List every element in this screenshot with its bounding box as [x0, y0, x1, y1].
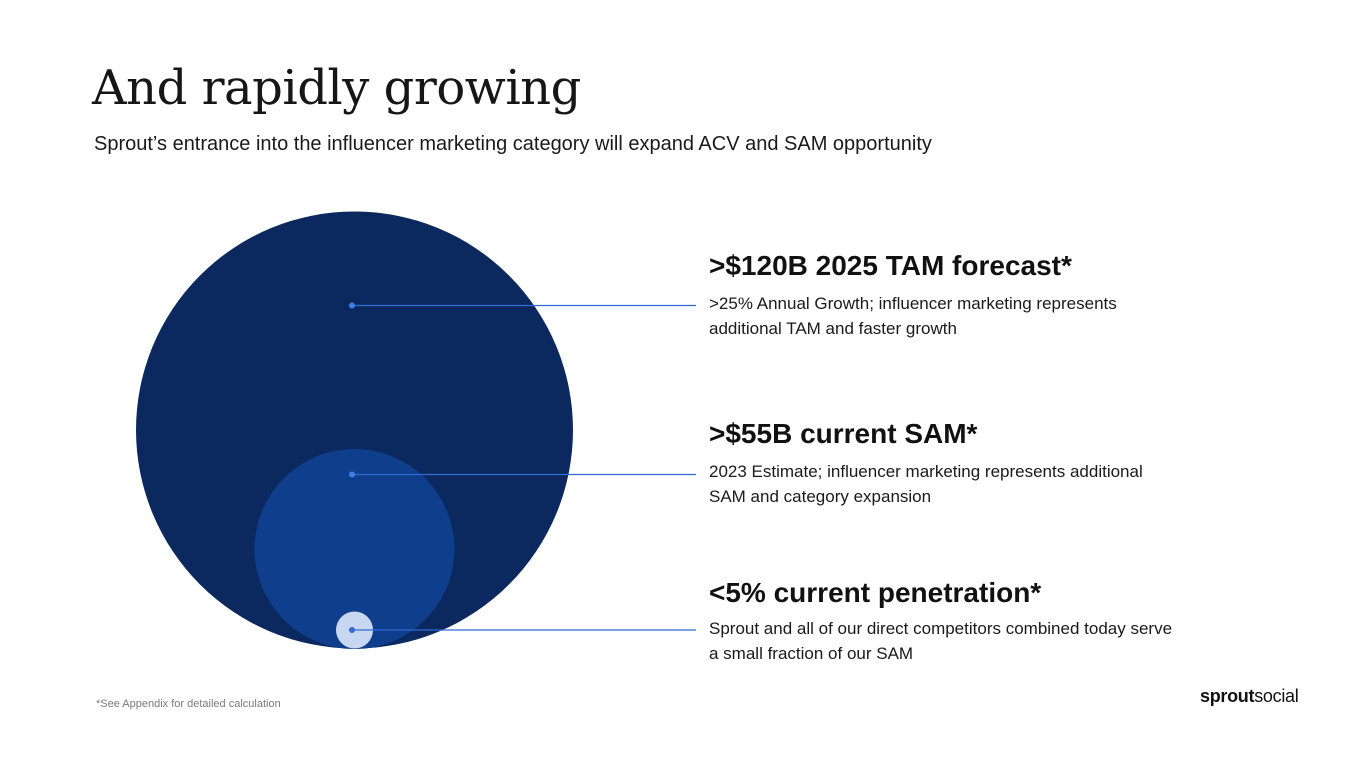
penetration-description: Sprout and all of our direct competitors… — [709, 619, 1173, 663]
penetration-stat: <5% current penetration* Sprout and all … — [709, 576, 1269, 666]
tam-leader-dot — [349, 302, 355, 309]
slide-title: And rapidly growing — [92, 60, 581, 116]
footnote: *See Appendix for detailed calculation — [96, 698, 281, 710]
penetration-heading: <5% current penetration* — [709, 577, 1042, 608]
brand-logo: sproutsocial — [1200, 684, 1299, 708]
sam-heading: >$55B current SAM* — [709, 418, 978, 449]
sam-circle — [254, 449, 455, 649]
brand-logo-part-1: sprout — [1200, 686, 1255, 706]
slide-subtitle: Sprout’s entrance into the influencer ma… — [94, 133, 932, 155]
brand-logo-part-2: social — [1254, 686, 1299, 706]
sam-leader-dot — [349, 471, 355, 478]
tam-heading: >$120B 2025 TAM forecast* — [709, 250, 1072, 281]
tam-circle — [136, 211, 573, 649]
penetration-leader-dot — [349, 627, 355, 633]
sam-stat: >$55B current SAM* 2023 Estimate; influe… — [709, 417, 1269, 509]
tam-description: >25% Annual Growth; influencer marketing… — [709, 294, 1117, 338]
tam-stat: >$120B 2025 TAM forecast* >25% Annual Gr… — [709, 249, 1269, 341]
sam-description: 2023 Estimate; influencer marketing repr… — [709, 462, 1143, 506]
